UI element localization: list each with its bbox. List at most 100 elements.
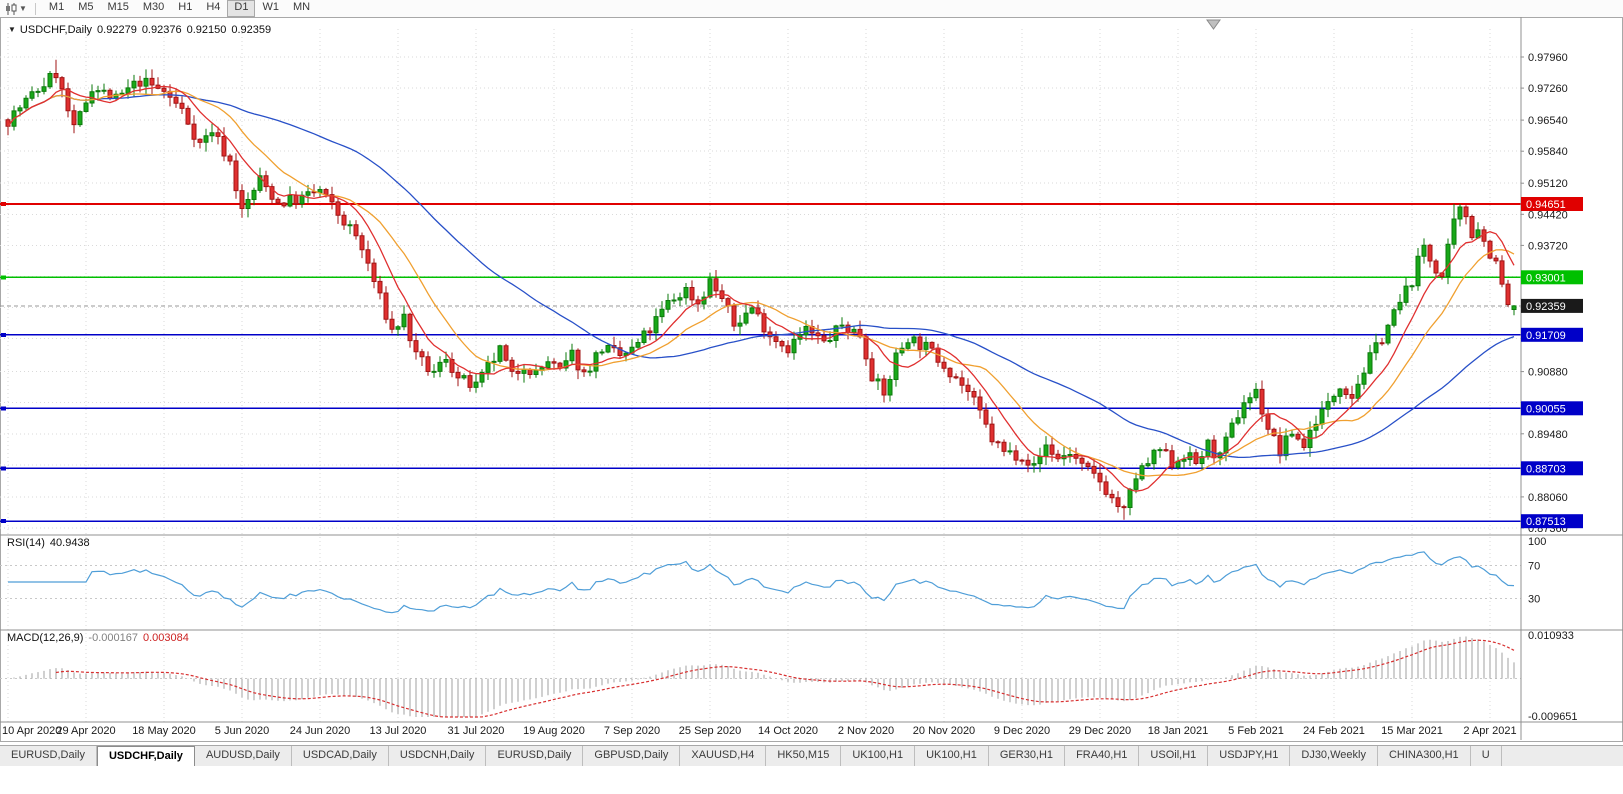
chart-tabs-bar: EURUSD,Daily USDCHF,Daily AUDUSD,Daily USDC… [0, 745, 1623, 766]
svg-text:0.94651: 0.94651 [1526, 199, 1566, 211]
svg-text:0.93720: 0.93720 [1528, 240, 1568, 252]
svg-text:0.95840: 0.95840 [1528, 146, 1568, 158]
rsi-header: RSI(14) 40.9438 [7, 537, 90, 549]
chart-tab-eurusd-daily[interactable]: EURUSD,Daily [0, 746, 97, 766]
price-tag: 0.94651 [1521, 197, 1583, 211]
timeframe-button-d1[interactable]: D1 [227, 0, 256, 17]
timeframe-button-m30[interactable]: M30 [142, 1, 165, 13]
svg-text:5 Feb 2021: 5 Feb 2021 [1228, 725, 1284, 737]
price-tag: 0.90055 [1521, 401, 1583, 416]
svg-text:0.92359: 0.92359 [1526, 301, 1566, 313]
svg-text:0.87513: 0.87513 [1526, 516, 1566, 528]
svg-text:-0.009651: -0.009651 [1528, 711, 1578, 723]
candlestick-chart-icon[interactable] [3, 2, 19, 15]
svg-text:31 Jul 2020: 31 Jul 2020 [448, 725, 505, 737]
svg-text:0.88060: 0.88060 [1528, 492, 1568, 504]
chart-shift-marker[interactable] [1206, 19, 1221, 30]
timeframe-button-h4[interactable]: H4 [206, 1, 221, 13]
svg-text:24 Jun 2020: 24 Jun 2020 [290, 725, 351, 737]
chart-tab-usdchf-daily[interactable]: USDCHF,Daily [96, 746, 195, 766]
chart-tab-usdjpy-h1[interactable]: USDJPY,H1 [1208, 746, 1291, 766]
timeframe-button-mn[interactable]: MN [292, 1, 311, 13]
price-tag: 0.87513 [1521, 514, 1583, 529]
chart-tab-xauusd-h4[interactable]: XAUUSD,H4 [680, 746, 767, 766]
ohlc-high: 0.92376 [141, 24, 182, 36]
price-tag: 0.93001 [1521, 270, 1583, 285]
chart-tab-usdcnh-daily[interactable]: USDCNH,Daily [388, 746, 487, 766]
svg-text:0.90880: 0.90880 [1528, 367, 1568, 379]
chart-tab-fra40-h1[interactable]: FRA40,H1 [1065, 746, 1140, 766]
svg-text:18 May 2020: 18 May 2020 [132, 725, 196, 737]
panel-separators[interactable] [0, 17, 1623, 740]
svg-text:29 Apr 2020: 29 Apr 2020 [56, 725, 115, 737]
chart-tab-uk100-h1[interactable]: UK100,H1 [915, 746, 989, 766]
price-axis[interactable]: 0.97960 0.97260 0.96540 0.95840 0.95120 0.944… [1521, 52, 1578, 723]
svg-text:2 Apr 2021: 2 Apr 2021 [1463, 725, 1516, 737]
top-toolbar: ▼ M1 M5 M15 M30 H1 H4 D1 W1 MN [0, 0, 1623, 18]
svg-text:25 Sep 2020: 25 Sep 2020 [679, 725, 741, 737]
one-click-trading-toggle-icon[interactable]: ▼ [8, 25, 16, 34]
price-tag: 0.88703 [1521, 461, 1583, 476]
svg-text:0.95120: 0.95120 [1528, 178, 1568, 190]
toolbar-separator [34, 2, 36, 15]
svg-text:0.89480: 0.89480 [1528, 429, 1568, 441]
chart-tab-eurusd-daily[interactable]: EURUSD,Daily [486, 746, 584, 766]
moving-averages-layer [7, 85, 1515, 492]
svg-text:0.97960: 0.97960 [1528, 52, 1568, 64]
macd-signal-value: 0.003084 [142, 632, 189, 644]
macd-layer [13, 636, 1515, 718]
svg-text:0.94420: 0.94420 [1528, 209, 1568, 221]
chart-tab-gbpusd-daily[interactable]: GBPUSD,Daily [583, 746, 681, 766]
svg-text:7 Sep 2020: 7 Sep 2020 [604, 725, 660, 737]
timeframe-button-h1[interactable]: H1 [178, 1, 193, 13]
chart-tab-china300-h1[interactable]: CHINA300,H1 [1377, 746, 1471, 766]
chart-tab-ger30-h1[interactable]: GER30,H1 [988, 746, 1066, 766]
svg-text:0.010933: 0.010933 [1528, 630, 1574, 642]
svg-text:0.97260: 0.97260 [1528, 83, 1568, 95]
svg-text:0.96540: 0.96540 [1528, 115, 1568, 127]
svg-text:5 Jun 2020: 5 Jun 2020 [215, 725, 269, 737]
chart-tab-usoil-h1[interactable]: USOil,H1 [1139, 746, 1209, 766]
svg-text:10 Apr 2020: 10 Apr 2020 [2, 725, 61, 737]
timeframe-button-m1[interactable]: M1 [48, 1, 65, 13]
candles-layer [5, 59, 1517, 520]
price-tag: 0.92359 [1521, 298, 1583, 313]
svg-text:0.90055: 0.90055 [1526, 403, 1566, 415]
svg-text:9 Dec 2020: 9 Dec 2020 [994, 725, 1050, 737]
rsi-indicator-name: RSI(14) [7, 537, 45, 549]
price-tag: 0.91709 [1521, 327, 1583, 342]
rsi-value: 40.9438 [49, 537, 90, 549]
svg-text:0.88703: 0.88703 [1526, 463, 1566, 475]
ma-45-line [7, 94, 1515, 459]
svg-text:13 Jul 2020: 13 Jul 2020 [370, 725, 427, 737]
svg-text:70: 70 [1528, 561, 1540, 573]
macd-main-value: -0.000167 [88, 632, 138, 644]
svg-text:100: 100 [1528, 536, 1546, 548]
chart-canvas[interactable]: 0.97960 0.97260 0.96540 0.95840 0.95120 0.944… [0, 17, 1623, 743]
macd-indicator-name: MACD(12,26,9) [7, 632, 84, 644]
svg-text:14 Oct 2020: 14 Oct 2020 [758, 725, 818, 737]
timeframe-buttons: M1 M5 M15 M30 H1 H4 D1 W1 MN [42, 0, 317, 17]
chart-tab-hk50-m15[interactable]: HK50,M15 [766, 746, 842, 766]
svg-text:29 Dec 2020: 29 Dec 2020 [1069, 725, 1131, 737]
svg-text:24 Feb 2021: 24 Feb 2021 [1303, 725, 1365, 737]
ohlc-open: 0.92279 [97, 24, 137, 36]
timeframe-button-m5[interactable]: M5 [78, 1, 94, 13]
chart-tab-usdcad-daily[interactable]: USDCAD,Daily [291, 746, 389, 766]
timeframe-button-w1[interactable]: W1 [262, 1, 279, 13]
chart-tab-dj30-weekly[interactable]: DJ30,Weekly [1290, 746, 1378, 766]
svg-text:18 Jan 2021: 18 Jan 2021 [1148, 725, 1209, 737]
svg-text:19 Aug 2020: 19 Aug 2020 [523, 725, 585, 737]
chart-tab-uk100-h1[interactable]: UK100,H1 [841, 746, 916, 766]
chart-tab-u[interactable]: U [1470, 746, 1502, 766]
price-tags-layer: 0.94651 0.93001 0.91709 0.90055 0.88703 0.875… [1521, 197, 1583, 529]
svg-text:2 Nov 2020: 2 Nov 2020 [838, 725, 894, 737]
ma-16-line [7, 90, 1515, 477]
chart-tab-audusd-daily[interactable]: AUDUSD,Daily [194, 746, 292, 766]
chevron-down-icon[interactable]: ▼ [19, 4, 27, 13]
svg-text:20 Nov 2020: 20 Nov 2020 [913, 725, 975, 737]
chart-header: ▼ USDCHF,Daily 0.92279 0.92376 0.92150 0.9235… [8, 24, 271, 36]
timeframe-button-m15[interactable]: M15 [107, 1, 129, 13]
ma-8-line [7, 85, 1515, 492]
